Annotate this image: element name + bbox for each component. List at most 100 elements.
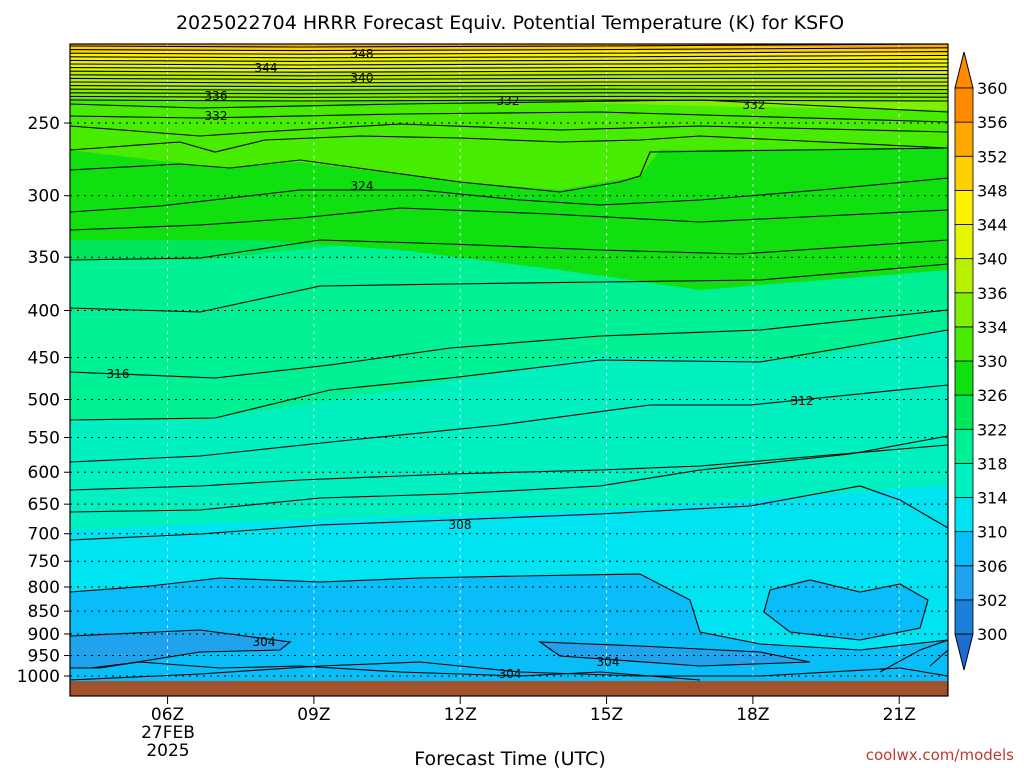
contour-line [70,147,948,193]
contour-line [70,95,948,98]
contour-line [70,435,948,513]
colorbar-label: 360 [977,79,1008,98]
colorbar-label: 314 [977,489,1008,508]
colorbar-swatch [954,326,974,362]
contour-line [70,58,948,62]
colorbar-label: 322 [977,420,1008,439]
x-tick-label: 15Z [590,705,623,725]
colorbar-label: 318 [977,454,1008,473]
contour-line [70,99,948,102]
contour-line [70,81,948,84]
colorbar-swatch [954,428,974,464]
contour-line [70,661,948,681]
colorbar-swatch [954,462,974,498]
colorbar-label: 334 [977,318,1008,337]
band-302 [70,630,290,668]
plot-frame [69,43,949,697]
y-tick-label: 250 [28,114,60,134]
colorbar-arrow-bottom [954,633,974,671]
y-tick-label: 850 [28,602,60,622]
contour-line [70,629,292,669]
contour-label-text: 344 [255,61,278,75]
colorbar-swatch [954,155,974,191]
contour-line [70,47,948,52]
colorbar-swatch [954,565,974,601]
contour-line [70,309,948,379]
contour-label: 304 [597,655,620,669]
colorbar-swatch [954,258,974,294]
colorbar-swatch [954,189,974,225]
contour-label: 308 [449,518,472,532]
contour-label: 340 [351,71,374,85]
contour-line [70,44,948,48]
colorbar-label: 330 [977,352,1008,371]
contour-lines [70,44,948,681]
colorbar-swatch [954,292,974,328]
colorbar-swatch [954,121,974,157]
contour-line [70,263,948,313]
x-tick-label: 12Z [444,705,477,725]
contour-label-text: 308 [449,518,472,532]
colorbar-label: 302 [977,591,1008,610]
contour-label: 324 [351,179,374,193]
contour-line [70,92,948,95]
chart-title: 2025022704 HRRR Forecast Equiv. Potentia… [176,12,844,34]
contour-line [70,85,948,88]
contour-label-text: 316 [107,367,130,381]
contour-line [70,70,948,73]
contour-line [70,54,948,59]
y-tick-label: 350 [28,248,60,268]
contour-label: 336 [205,89,228,103]
colorbar-label: 306 [977,557,1008,576]
colorbar-label: 326 [977,386,1008,405]
contour-line [70,77,948,80]
x-tick-label: 18Z [736,705,769,725]
contour-label: 348 [351,47,374,61]
contour-line [70,73,948,77]
colorbar-label: 340 [977,250,1008,269]
contour-line [70,384,948,463]
credit-text: coolwx.com/models [866,746,1014,764]
colorbar-label: 344 [977,216,1008,235]
colorbar-label: 356 [977,113,1008,132]
y-tick-label: 550 [28,429,60,449]
colorbar-swatch [954,599,974,635]
contour-line [70,62,948,66]
contour-label-text: 332 [497,94,520,108]
contour-line [70,573,948,651]
contour-line [70,111,948,123]
contour-label-text: 340 [351,71,374,85]
contour-line [70,207,948,231]
contour-line [70,51,948,55]
contour-label: 316 [107,367,130,381]
contour-label-text: 332 [743,98,766,112]
colorbar: 300 302 306 310 314 318 322 326 330 334 336 340 344 3… [954,51,1008,671]
x-tick-label: 21Z [883,705,916,725]
y-tick-label: 1000 [17,667,60,687]
y-axis: 250 300 350 400 450 500 550 600 650 700 750 800 850 9… [17,114,70,687]
contour-line [70,88,948,91]
y-tick-label: 600 [28,463,60,483]
contour-line [538,641,811,667]
colorbar-swatch [954,394,974,430]
band-306-island [764,580,928,640]
x-tick-label: 09Z [297,705,330,725]
contour-line [70,485,948,541]
colorbar-label: 310 [977,523,1008,542]
colorbar-swatch [954,224,974,260]
x-axis: 06Z 09Z 12Z 15Z 18Z 21Z [151,696,916,725]
contour-label-text: 332 [205,109,228,123]
contour-line [89,661,701,681]
band-302-upper [540,642,810,666]
y-tick-label: 400 [28,301,60,321]
contour-line [70,66,948,70]
contour-label-text: 304 [499,667,522,681]
y-tick-label: 300 [28,187,60,207]
y-tick-label: 500 [28,391,60,411]
colorbar-label: 352 [977,147,1008,166]
y-tick-label: 950 [28,647,60,667]
contour-line [70,135,948,153]
contour-line [70,177,948,213]
contour-line [70,123,948,137]
contour-labels: 348 344 340 336 332 332 332 324 316 312 308 304 304 3… [107,47,814,681]
